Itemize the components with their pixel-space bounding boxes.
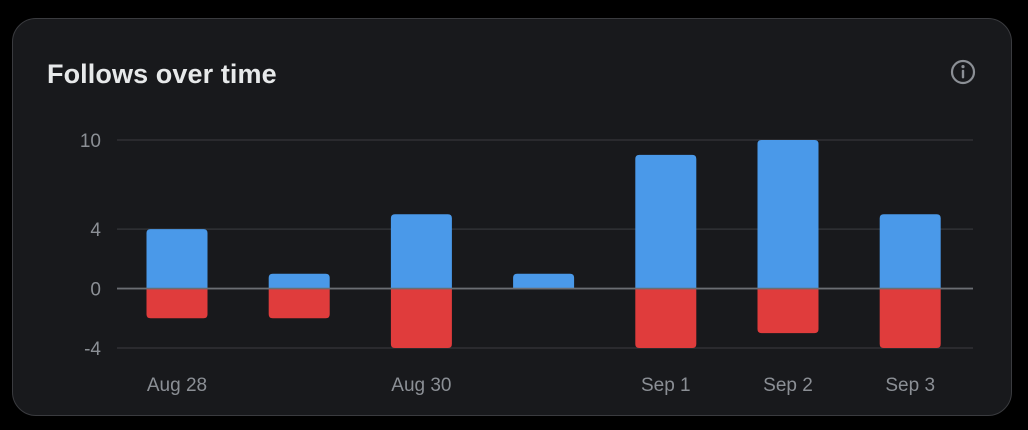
gain-bar	[635, 154, 697, 289]
follows-card: Follows over time 10 4 0 -4 Aug 28 Aug 30 Sep …	[12, 18, 1012, 416]
gain-bar	[268, 273, 330, 289]
x-tick-label: Sep 2	[763, 375, 813, 396]
x-tick-label: Sep 3	[885, 375, 935, 396]
follows-chart: 10 4 0 -4 Aug 28 Aug 30 Sep 1 Sep 2 Sep 3	[80, 131, 973, 396]
y-tick-label: 10	[80, 131, 101, 152]
y-tick-label: 4	[90, 220, 101, 241]
gain-bar	[879, 214, 941, 289]
loss-bar	[268, 288, 330, 319]
loss-bar	[390, 288, 452, 348]
loss-bar	[757, 288, 819, 334]
y-tick-label: 0	[90, 280, 101, 301]
x-tick-label: Aug 28	[147, 375, 207, 396]
info-icon[interactable]	[949, 58, 977, 86]
card-title: Follows over time	[47, 59, 277, 89]
loss-bar	[146, 288, 208, 319]
gain-bar	[146, 229, 208, 289]
gain-bar	[757, 140, 819, 289]
gain-bar	[390, 214, 452, 289]
x-tick-label: Sep 1	[641, 375, 691, 396]
loss-bar	[879, 288, 941, 348]
y-tick-label: -4	[84, 339, 101, 360]
gain-bar	[513, 273, 575, 289]
loss-bar	[635, 288, 697, 348]
x-tick-label: Aug 30	[391, 375, 451, 396]
